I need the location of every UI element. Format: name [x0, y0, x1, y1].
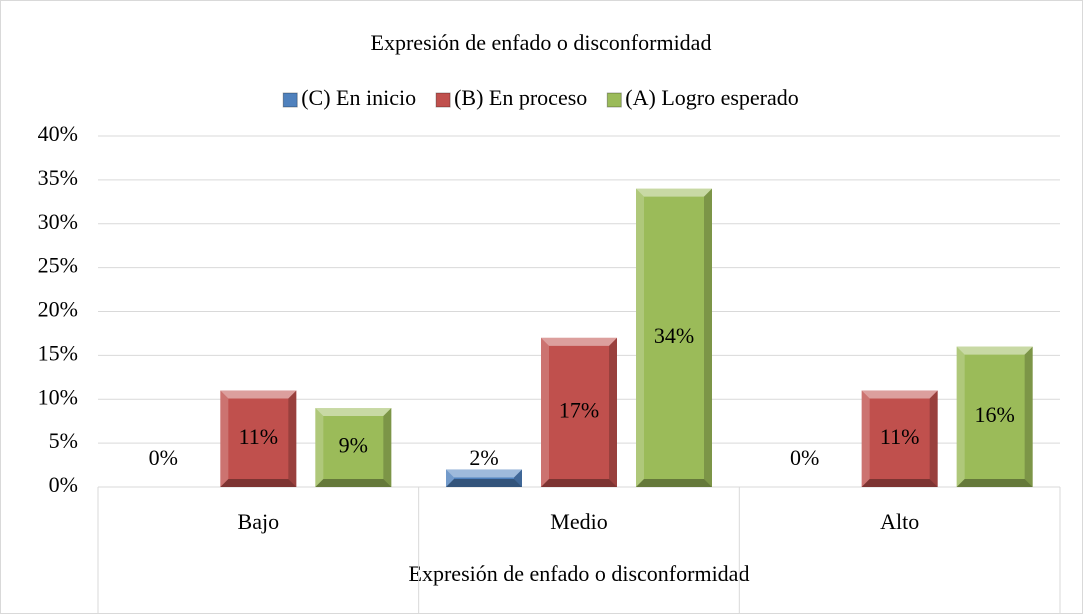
bar [220, 390, 297, 487]
bar-bevel-right [609, 337, 617, 487]
bar [541, 337, 617, 487]
y-tick-label: 10% [38, 384, 78, 409]
bar-bevel-left [956, 346, 965, 487]
data-label: 9% [339, 433, 368, 458]
data-label: 0% [149, 445, 178, 470]
bar-bevel-bottom [220, 479, 297, 487]
bar [315, 408, 392, 487]
bar-bevel-left [861, 390, 870, 487]
bar [446, 469, 522, 487]
legend-label: (B) En proceso [454, 85, 587, 110]
bar-bevel-left [636, 188, 644, 487]
bar-bevel-left [220, 390, 229, 487]
bar-bevel-top [956, 346, 1033, 355]
y-tick-label: 20% [38, 297, 78, 322]
bar-bevel-top [446, 469, 522, 478]
legend-label: (A) Logro esperado [625, 85, 799, 110]
y-tick-label: 35% [38, 165, 78, 190]
y-tick-label: 30% [38, 209, 78, 234]
data-label: 11% [880, 424, 920, 449]
bar [636, 188, 712, 487]
x-tick-label: Medio [550, 509, 607, 534]
legend-label: (C) En inicio [301, 85, 416, 110]
bar-bevel-right [929, 390, 938, 487]
x-tick-label: Alto [880, 509, 919, 534]
y-tick-label: 0% [49, 472, 78, 497]
bar-bevel-left [315, 408, 324, 487]
x-axis-title: Expresión de enfado o disconformidad [409, 561, 750, 586]
bar-bevel-bottom [446, 479, 522, 487]
legend-swatch [282, 92, 298, 108]
bar-bevel-left [446, 469, 454, 487]
bar-bevel-top [861, 390, 938, 399]
data-label: 17% [559, 397, 599, 422]
data-label: 16% [975, 402, 1015, 427]
bar-bevel-right [1024, 346, 1033, 487]
bar-bevel-bottom [315, 479, 392, 487]
bar-bevel-left [541, 337, 549, 487]
chart-title: Expresión de enfado o disconformidad [371, 30, 712, 55]
data-label: 34% [654, 323, 694, 348]
bar-bevel-top [220, 390, 297, 399]
bar-bevel-bottom [636, 479, 712, 487]
y-tick-label: 15% [38, 340, 78, 365]
bar [861, 390, 938, 487]
bar-bevel-right [288, 390, 297, 487]
bar-bevel-right [704, 188, 712, 487]
y-tick-label: 25% [38, 253, 78, 278]
x-tick-label: Bajo [238, 509, 280, 534]
bar-bevel-top [315, 408, 392, 417]
data-label: 2% [469, 445, 498, 470]
bar-bevel-top [541, 337, 617, 346]
y-tick-label: 5% [49, 428, 78, 453]
data-label: 11% [239, 424, 279, 449]
bar-bevel-right [514, 469, 522, 487]
bar-bevel-right [383, 408, 392, 487]
bar-bevel-bottom [956, 479, 1033, 487]
legend-swatch [435, 92, 451, 108]
y-tick-label: 40% [38, 121, 78, 146]
data-label: 0% [790, 445, 819, 470]
legend-swatch [606, 92, 622, 108]
bar-bevel-top [636, 188, 712, 197]
bar [956, 346, 1033, 487]
bar-bevel-bottom [541, 479, 617, 487]
bar-bevel-bottom [861, 479, 938, 487]
